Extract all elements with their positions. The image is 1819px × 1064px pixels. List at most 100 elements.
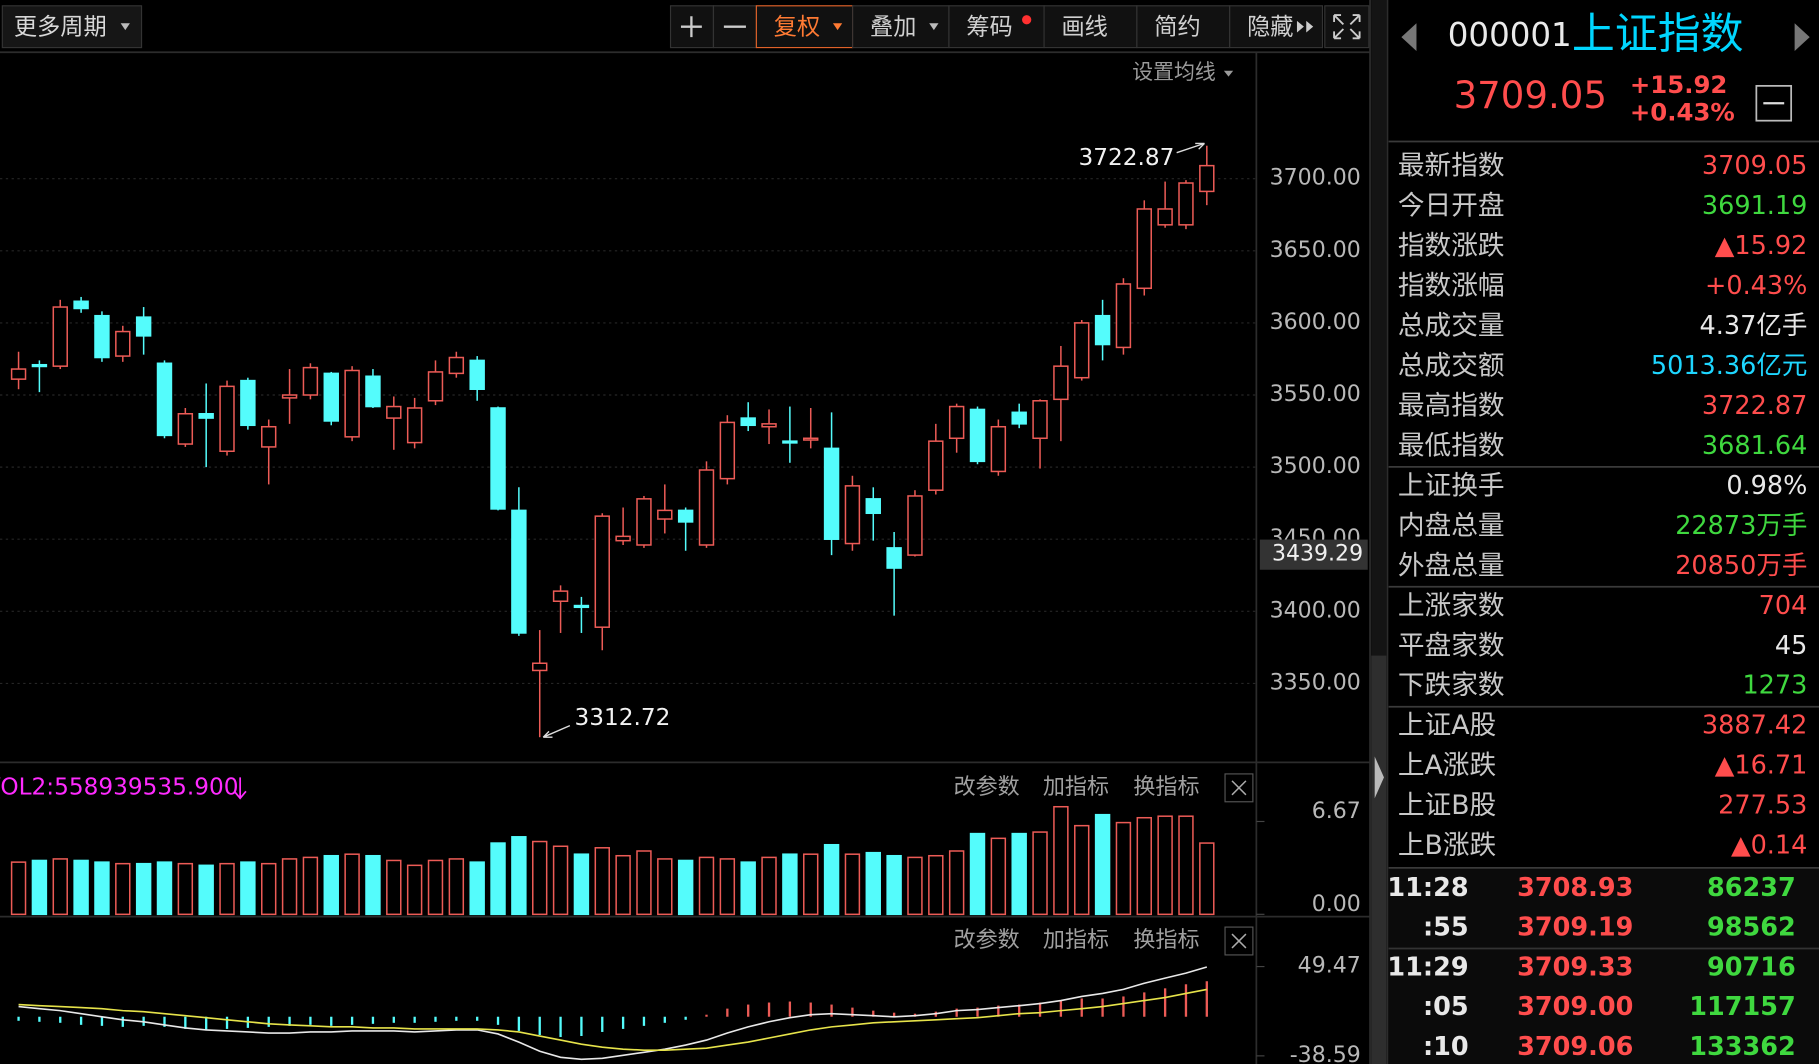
volume-bar (427, 859, 444, 916)
collapse-button[interactable] (1755, 84, 1793, 122)
candle-body (865, 498, 881, 515)
tick-time: 11:29 (1387, 952, 1468, 982)
tick-price: 3709.00 (1517, 992, 1633, 1022)
volume-bar (948, 850, 965, 916)
period-label: 更多周期 (14, 13, 107, 40)
y-tick-label: -38.59 (1290, 1043, 1361, 1064)
quote-value: ▲16.71 (1715, 751, 1808, 781)
macd-line (18, 966, 1208, 1061)
next-arrow[interactable] (1794, 23, 1810, 52)
volume-bar (302, 856, 319, 916)
quote-label: 总成交额 (1398, 350, 1505, 381)
indicator-button[interactable]: 加指标 (1043, 928, 1109, 953)
candle-body (344, 369, 360, 438)
volume-bar (1115, 821, 1132, 916)
indicator-button[interactable]: 改参数 (954, 928, 1020, 953)
volume-bar (761, 856, 777, 916)
candle-body (761, 423, 777, 428)
quote-value: 22873万手 (1675, 511, 1807, 541)
frame-lines (0, 0, 1389, 1064)
volume-bar (1157, 815, 1173, 916)
tick-time: :55 (1423, 913, 1469, 943)
quote-value: ▲0.14 (1731, 831, 1807, 861)
toolbar-button[interactable] (755, 5, 854, 49)
toolbar-button[interactable] (1136, 5, 1231, 49)
volume-bar (281, 858, 298, 916)
candle-body (1011, 411, 1027, 425)
tick-volume: 86237 (1707, 873, 1796, 903)
quote-value: 3691.19 (1702, 191, 1808, 221)
volume-bar (261, 862, 277, 916)
high-annotation: 3722.87 (1078, 144, 1174, 171)
indicator-button[interactable]: 换指标 (1133, 775, 1199, 800)
y-tick-label: 3400.00 (1270, 598, 1361, 623)
indicator-button[interactable]: 加指标 (1043, 775, 1109, 800)
quote-value: 45 (1775, 631, 1807, 661)
candle-body (469, 359, 485, 390)
dropdown-icon (1223, 70, 1234, 77)
volume-bar (928, 854, 944, 916)
volume-bar (1199, 842, 1215, 916)
toolbar-label: 筹码 (966, 13, 1012, 40)
candle-body (657, 509, 673, 520)
quote-value: 20850万手 (1675, 551, 1807, 581)
fullscreen-button[interactable] (1324, 5, 1370, 49)
dropdown-icon (120, 23, 130, 31)
last-price: 3709.05 (1454, 74, 1607, 117)
volume-bar (94, 861, 110, 916)
indicator-button[interactable]: 换指标 (1133, 928, 1199, 953)
tick-price: 3709.06 (1517, 1032, 1633, 1062)
ma-setting[interactable]: 设置均线 (1132, 60, 1216, 84)
low-arrow (542, 724, 571, 738)
volume-bar (1011, 832, 1027, 916)
volume-bar (156, 861, 173, 916)
collapse-arrow[interactable] (1374, 756, 1384, 799)
candle-body (1032, 400, 1048, 440)
period-button[interactable] (1, 5, 143, 49)
volume-bar (115, 862, 131, 916)
volume-bar (740, 861, 756, 916)
candle-body (844, 485, 861, 545)
volume-bar (532, 840, 548, 916)
candle-body (1053, 365, 1069, 401)
toolbar-button[interactable] (1043, 5, 1138, 49)
y-tick-label: 6.67 (1312, 799, 1361, 824)
tick-price: 3709.19 (1517, 913, 1633, 943)
close-button[interactable] (1224, 773, 1254, 803)
cursor-label: 3439.29 (1272, 542, 1363, 567)
volume-bar (907, 856, 923, 916)
tick-time: 11:28 (1387, 873, 1468, 903)
close-button[interactable] (1224, 926, 1254, 956)
candle-body (886, 547, 902, 569)
quote-label: 上A涨跌 (1398, 750, 1496, 781)
quote-value: 277.53 (1718, 791, 1807, 821)
volume-bar (469, 861, 485, 916)
y-tick-label: 3650.00 (1270, 238, 1361, 263)
quote-label: 最高指数 (1398, 390, 1505, 421)
cursor-box (1259, 539, 1368, 570)
candle-body (406, 407, 423, 444)
volume-bar (698, 856, 715, 916)
y-tick-label: 3350.00 (1270, 670, 1361, 695)
candle-body (31, 363, 48, 368)
quote-label: 上证换手 (1398, 470, 1505, 501)
scroll-handle[interactable] (1371, 655, 1387, 1064)
volume-bar (386, 859, 402, 916)
y-tick-label: 3600.00 (1270, 310, 1361, 335)
volume-bar (73, 859, 89, 916)
candle-body (219, 385, 235, 453)
close-icon (1231, 933, 1247, 949)
volume-bar (10, 861, 27, 916)
candle-body (719, 421, 736, 480)
prev-arrow[interactable] (1401, 23, 1417, 52)
volume-bar (573, 853, 590, 916)
quote-label: 外盘总量 (1398, 550, 1505, 581)
stock-name: 上证指数 (1572, 10, 1744, 60)
volume-bar (1032, 831, 1048, 916)
quote-value: +0.43% (1705, 271, 1807, 301)
volume-bar (344, 853, 360, 916)
indicator-button[interactable]: 改参数 (954, 775, 1020, 800)
quote-value: 1273 (1742, 671, 1807, 701)
